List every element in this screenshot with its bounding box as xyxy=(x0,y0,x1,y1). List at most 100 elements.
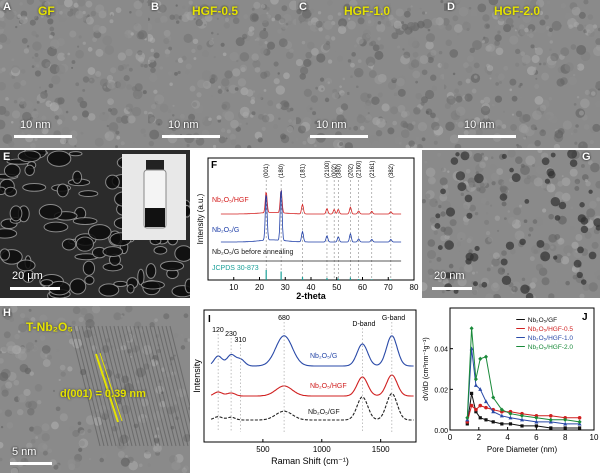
y-tick-label: 0.04 xyxy=(434,347,448,354)
peak-annotation: 120 xyxy=(212,327,224,334)
series-line xyxy=(210,393,414,421)
data-point xyxy=(563,426,567,430)
vial-icon xyxy=(143,160,167,229)
peak-label: (2160) xyxy=(357,161,363,178)
series-line xyxy=(220,189,402,215)
lattice-spacing-label: d(001) = 0.39 nm xyxy=(60,388,146,400)
data-point xyxy=(499,407,504,412)
panel-a-title: GF xyxy=(38,4,55,18)
data-point xyxy=(534,424,538,428)
y-axis-label: Intensity xyxy=(192,359,202,393)
legend-label: Nb₂O₅/HGF-0.5 xyxy=(528,326,574,333)
scale-label: 10 nm xyxy=(20,119,51,131)
panel-h-label: H xyxy=(3,307,11,319)
data-point xyxy=(508,415,513,420)
data-point xyxy=(469,403,474,408)
data-point xyxy=(577,419,582,425)
scale-bar xyxy=(310,135,368,138)
scale-label: 10 nm xyxy=(464,119,495,131)
peak-label: (2100) xyxy=(325,161,331,178)
panel-b-label: B xyxy=(151,1,159,13)
scale-label: 5 nm xyxy=(12,446,37,458)
panel-c-title: HGF-1.0 xyxy=(344,4,391,18)
data-point xyxy=(473,376,478,382)
y-axis-label: dV/dD (cm³nm⁻¹g⁻¹) xyxy=(423,337,430,400)
data-point xyxy=(470,391,474,395)
vial-inset xyxy=(122,154,186,240)
scale-label: 10 nm xyxy=(168,119,199,131)
panel-d: D HGF-2.0 10 nm xyxy=(444,0,600,148)
data-point xyxy=(500,422,504,426)
y-tick-label: 0.02 xyxy=(434,387,448,394)
data-point xyxy=(548,417,553,423)
series-line xyxy=(210,335,414,367)
peak-annotation: 680 xyxy=(278,315,290,322)
panel-a-label: A xyxy=(3,1,11,13)
panel-j-label: J xyxy=(582,312,588,323)
data-point xyxy=(478,387,483,391)
panel-c-label: C xyxy=(299,1,307,13)
x-tick-label: 30 xyxy=(281,283,290,292)
tem-texture xyxy=(0,306,190,473)
legend-label: Nb₂O₅/GF xyxy=(528,317,557,324)
tem-texture xyxy=(422,150,600,298)
x-tick-label: 1500 xyxy=(372,445,390,454)
data-point xyxy=(578,426,582,430)
x-axis-label: Pore Diameter (nm) xyxy=(487,445,558,454)
plot-frame xyxy=(449,307,595,431)
panel-f: F 10 20 30 40 50 60 70 80 2-theta Intensity (a.u.)… xyxy=(190,150,422,300)
x-tick-label: 40 xyxy=(307,283,316,292)
data-point xyxy=(465,415,470,420)
scale-label: 20 μm xyxy=(12,270,43,282)
pore-chart: J 0 2 4 6 8 10 0.00 0.02 0.04 Pore Diameter (nm) dV… xyxy=(423,307,599,454)
panel-b-title: HGF-0.5 xyxy=(192,4,239,18)
x-tick-label: 4 xyxy=(505,433,510,442)
legend-label: Nb₂O₅/HGF-2.0 xyxy=(528,344,574,351)
scale-bar xyxy=(10,287,60,290)
peak-label: (181) xyxy=(301,164,307,178)
data-point xyxy=(563,421,568,426)
peak-annotation: G-band xyxy=(382,315,405,322)
data-point xyxy=(484,354,488,359)
scale-bar xyxy=(432,287,472,290)
panel-a: A GF 10 nm xyxy=(0,0,148,148)
data-point xyxy=(478,356,483,362)
panel-g-label: G xyxy=(582,151,591,163)
data-point xyxy=(478,416,482,420)
panel-g: G 20 nm xyxy=(422,150,600,298)
x-tick-label: 1000 xyxy=(313,445,331,454)
tem-texture xyxy=(444,0,600,148)
panel-d-label: D xyxy=(447,1,455,13)
data-point xyxy=(469,326,474,331)
scale-bar xyxy=(458,135,516,138)
data-point xyxy=(465,422,469,426)
lattice-marker xyxy=(95,352,123,423)
plot-frame xyxy=(207,157,415,281)
series-line xyxy=(210,374,414,397)
panel-e-label: E xyxy=(3,151,11,163)
data-point xyxy=(520,424,524,428)
series-label: JCPDS 30-873 xyxy=(212,265,259,272)
peak-label: (202) xyxy=(348,164,354,178)
series-label: Nb₂O₅/G xyxy=(310,353,337,360)
x-axis-label: 2-theta xyxy=(296,291,326,300)
panel-i: I 500 1000 1500 Raman Shift (cm⁻¹) Intensity N… xyxy=(190,304,422,473)
data-point xyxy=(499,413,504,418)
x-axis-label: Raman Shift (cm⁻¹) xyxy=(271,456,349,466)
peak-label: (180) xyxy=(279,164,285,178)
data-point xyxy=(484,405,488,410)
panel-h: H T-Nb₂O₅ d(001) = 0.39 nm 5 nm xyxy=(0,306,190,473)
scale-bar xyxy=(14,135,72,138)
data-point xyxy=(474,410,478,414)
panel-c: C HGF-1.0 10 nm xyxy=(296,0,444,148)
series-label: Nb₂O₅/G before annealing xyxy=(212,249,294,256)
x-tick-label: 10 xyxy=(229,283,238,292)
xrd-chart: F 10 20 30 40 50 60 70 80 2-theta Intensity (a.u.)… xyxy=(196,157,419,300)
peak-label: (380) xyxy=(336,164,342,178)
panel-j: J 0 2 4 6 8 10 0.00 0.02 0.04 Pore Diameter (nm) dV… xyxy=(422,300,600,473)
data-point xyxy=(491,409,496,414)
peak-annotation: D-band xyxy=(352,321,375,328)
data-point xyxy=(534,419,539,424)
data-point xyxy=(520,417,524,422)
x-tick-label: 8 xyxy=(563,433,568,442)
